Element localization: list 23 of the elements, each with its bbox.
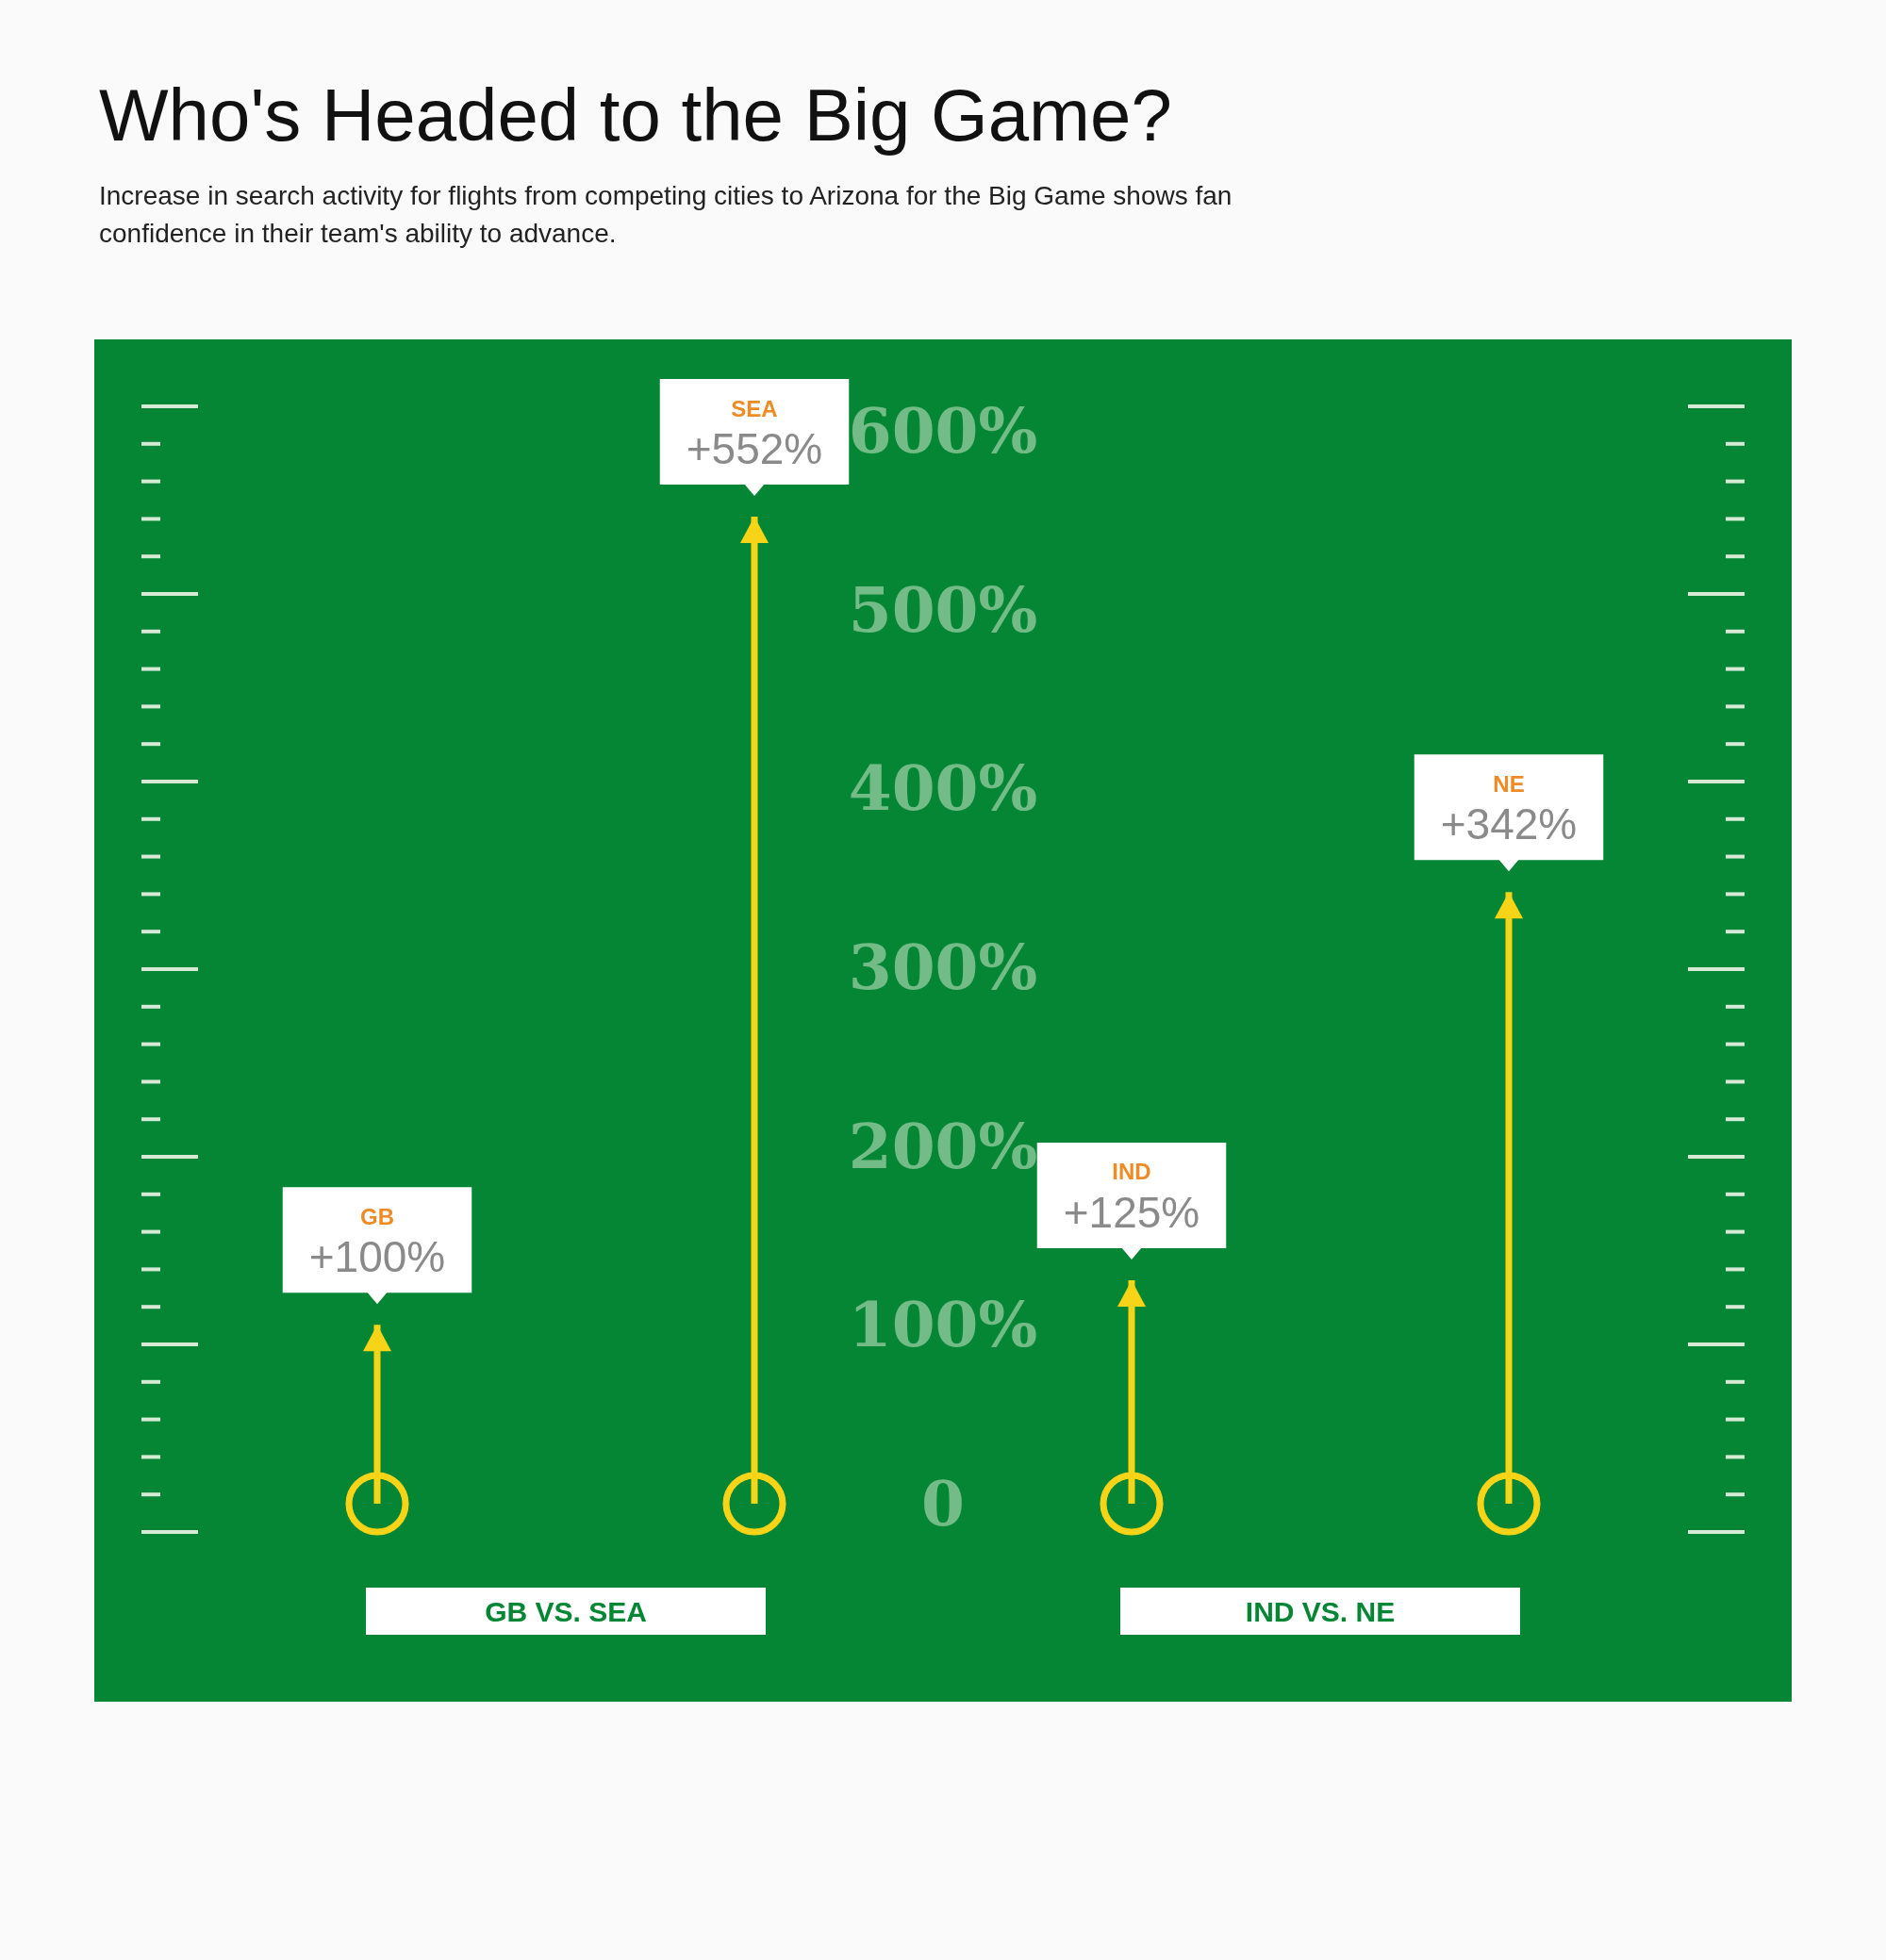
data-label: +342%	[1440, 799, 1578, 849]
x-tick-label: IND	[1112, 1159, 1151, 1185]
bar	[751, 517, 758, 1504]
text: GB VS. SEA	[485, 1595, 647, 1627]
data-label: +552%	[686, 424, 823, 474]
y-tick-label: 500%	[848, 572, 1038, 647]
x-tick-label: SEA	[731, 395, 778, 421]
data-label: +125%	[1063, 1187, 1200, 1237]
bar	[373, 1325, 381, 1504]
bar	[1128, 1279, 1135, 1504]
chart-title: Who's Headed to the Big Game?	[99, 74, 1172, 156]
y-tick-label: 200%	[848, 1109, 1038, 1183]
y-tick-label: 300%	[848, 931, 1038, 1004]
data-label: +100%	[308, 1232, 446, 1282]
y-tick-label: 100%	[848, 1288, 1038, 1362]
x-tick-label: NE	[1493, 770, 1525, 797]
y-tick-label: 400%	[848, 751, 1038, 826]
bar	[1505, 892, 1513, 1504]
y-tick-label: 0	[921, 1467, 965, 1540]
x-tick-label: GB	[360, 1203, 394, 1229]
chart-subtitle: Increase in search activity for flights from competing cities to Arizona for the Big Game shows fan confidence in their team's ability to advance.	[99, 180, 1240, 248]
text: IND VS. NE	[1245, 1595, 1396, 1627]
y-tick-label: 600%	[848, 394, 1038, 468]
